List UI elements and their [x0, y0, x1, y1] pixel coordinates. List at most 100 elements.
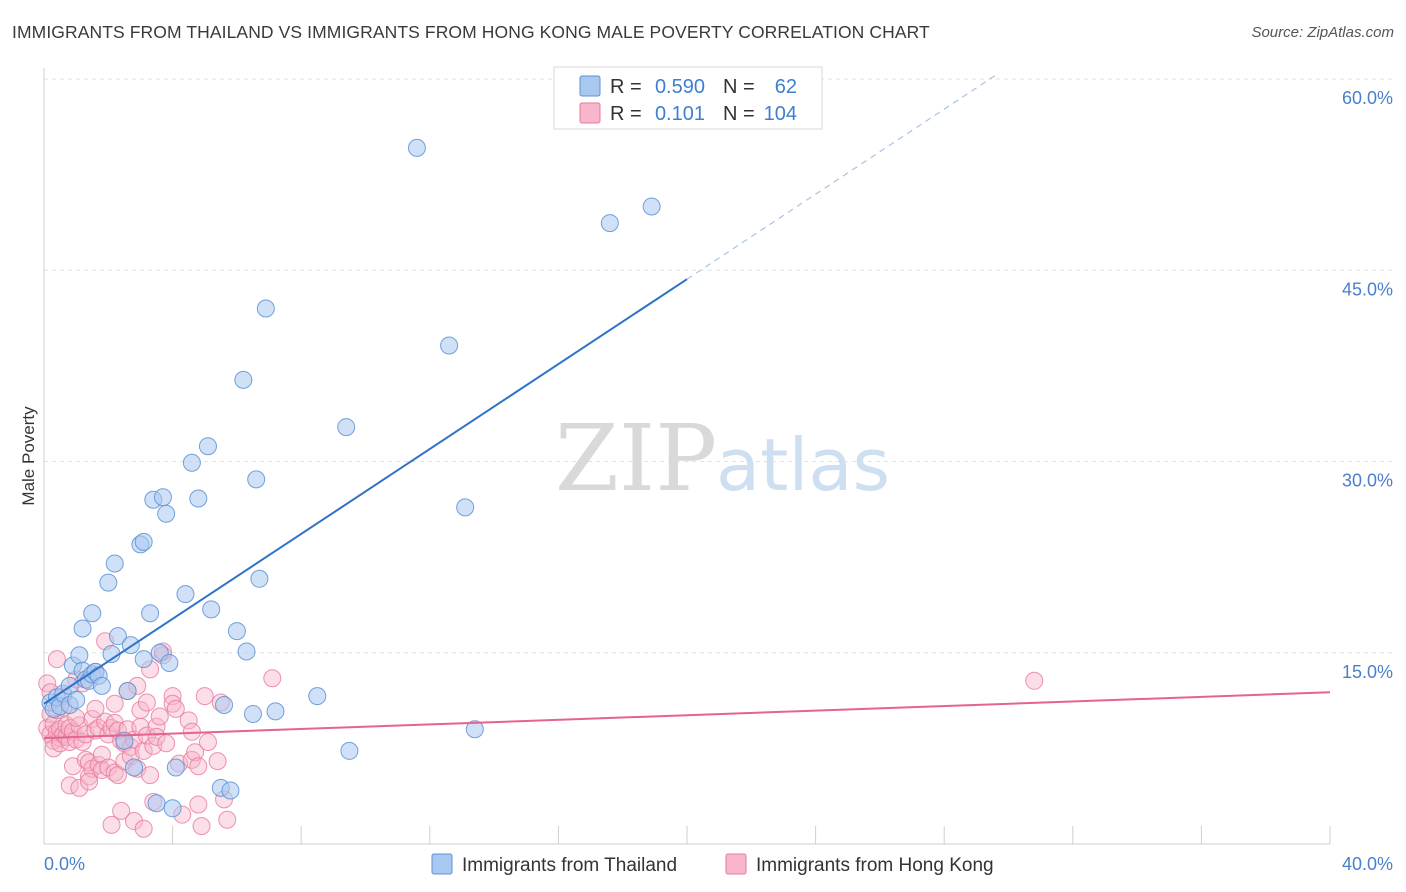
thailand-point — [134, 532, 153, 551]
x-tick-label: 0.0% — [44, 854, 85, 874]
thailand-point — [256, 299, 275, 318]
thailand-point — [118, 682, 137, 700]
thailand-point — [215, 696, 234, 715]
thailand-point — [153, 488, 172, 507]
axes — [43, 68, 1331, 845]
thailand-point — [250, 569, 269, 588]
hongkong-point — [192, 817, 211, 836]
y-tick-label: 60.0% — [1342, 88, 1393, 108]
hongkong-point — [125, 812, 144, 831]
hongkong-point — [134, 741, 153, 760]
hongkong-point — [150, 707, 169, 726]
y-tick-label: 30.0% — [1342, 471, 1393, 491]
thailand-point — [266, 702, 285, 721]
x-tick-label: 40.0% — [1342, 854, 1393, 874]
hongkong-point — [1025, 671, 1044, 690]
thailand-point — [227, 622, 246, 641]
y-axis-label: Male Poverty — [19, 406, 38, 506]
legend-r-label-thailand: R = — [610, 76, 642, 98]
thailand-point — [308, 687, 327, 706]
hongkong-point — [70, 778, 89, 797]
thailand-point — [160, 653, 179, 672]
thailand-point — [198, 437, 217, 456]
hongkong-point — [147, 727, 166, 746]
hongkong-point — [102, 815, 121, 834]
bottom-legend-label-hongkong: Immigrants from Hong Kong — [756, 855, 994, 876]
hongkong-point — [189, 757, 208, 776]
hongkong-point — [105, 763, 124, 782]
thailand-point — [234, 370, 253, 389]
y-tick-label: 45.0% — [1342, 279, 1393, 299]
thailand-point — [247, 470, 266, 489]
thailand-point — [189, 489, 208, 508]
hongkong-point — [147, 717, 166, 736]
thailand-point — [115, 731, 134, 750]
bottom-legend-label-thailand: Immigrants from Thailand — [462, 855, 677, 876]
thailand-point — [99, 573, 118, 592]
thailand-point — [157, 504, 176, 523]
thailand-point — [202, 600, 221, 619]
thailand-trend-extension — [686, 74, 996, 280]
thailand-point — [456, 498, 475, 517]
series-hongkong-points — [38, 632, 1044, 838]
hongkong-point — [198, 733, 217, 751]
legend-r-value-hongkong: 0.101 — [655, 103, 705, 125]
thailand-point — [440, 336, 459, 355]
legend-swatch-thailand — [579, 75, 601, 97]
thailand-trend-line — [43, 278, 688, 705]
thailand-point — [166, 758, 185, 777]
hongkong-point — [157, 734, 176, 753]
bottom-legend: Immigrants from Thailand Immigrants from… — [431, 853, 994, 876]
hongkong-point — [47, 650, 66, 669]
legend-n-label-thailand: N = — [723, 76, 755, 98]
legend-n-value-thailand: 62 — [775, 76, 797, 98]
hongkong-point — [105, 694, 124, 713]
thailand-point — [70, 646, 89, 665]
hongkong-point — [141, 766, 160, 785]
hongkong-point — [186, 743, 205, 762]
hongkong-point — [208, 752, 227, 771]
thailand-point — [600, 214, 619, 233]
chart-source: Source: ZipAtlas.com — [1251, 24, 1394, 41]
bottom-legend-swatch-thailand — [431, 853, 453, 875]
hongkong-point — [218, 810, 237, 829]
series-thailand-points — [41, 138, 661, 818]
y-tick-label: 15.0% — [1342, 662, 1393, 682]
thailand-point — [642, 197, 661, 216]
thailand-point — [108, 627, 127, 646]
thailand-point — [67, 690, 86, 709]
hongkong-point — [189, 795, 208, 814]
hongkong-point — [86, 699, 105, 718]
legend-n-value-hongkong: 104 — [764, 103, 797, 125]
y-tick-labels: 15.0% 30.0% 45.0% 60.0% — [1342, 88, 1393, 682]
grid-lines — [44, 78, 1392, 654]
x-tick-labels: 0.0% 40.0% — [44, 854, 1393, 874]
hongkong-point — [137, 693, 156, 712]
thailand-point — [237, 642, 256, 661]
hongkong-point — [131, 701, 150, 720]
hongkong-point — [134, 819, 153, 838]
watermark-zip: ZIP — [555, 405, 717, 512]
hongkong-point — [263, 669, 282, 688]
thailand-point — [176, 585, 195, 604]
thailand-point — [243, 704, 262, 723]
thailand-point — [147, 794, 166, 813]
thailand-point — [92, 676, 111, 695]
watermark-atlas: atlas — [716, 423, 890, 507]
thailand-point — [134, 650, 153, 669]
thailand-point — [163, 799, 182, 818]
hongkong-point — [112, 801, 131, 820]
bottom-legend-swatch-hongkong — [725, 853, 747, 875]
thailand-point — [83, 604, 102, 623]
thailand-point — [73, 619, 92, 638]
chart-title: IMMIGRANTS FROM THAILAND VS IMMIGRANTS F… — [12, 22, 930, 42]
hongkong-point — [179, 711, 198, 730]
hongkong-point — [195, 687, 214, 706]
legend-swatch-hongkong — [579, 102, 601, 124]
thailand-point — [337, 418, 356, 437]
legend-r-value-thailand: 0.590 — [655, 76, 705, 98]
thailand-point — [105, 554, 124, 573]
legend: R = 0.590 N = 62 R = 0.101 N = 104 — [553, 66, 823, 130]
hongkong-trend-line — [43, 691, 1331, 740]
